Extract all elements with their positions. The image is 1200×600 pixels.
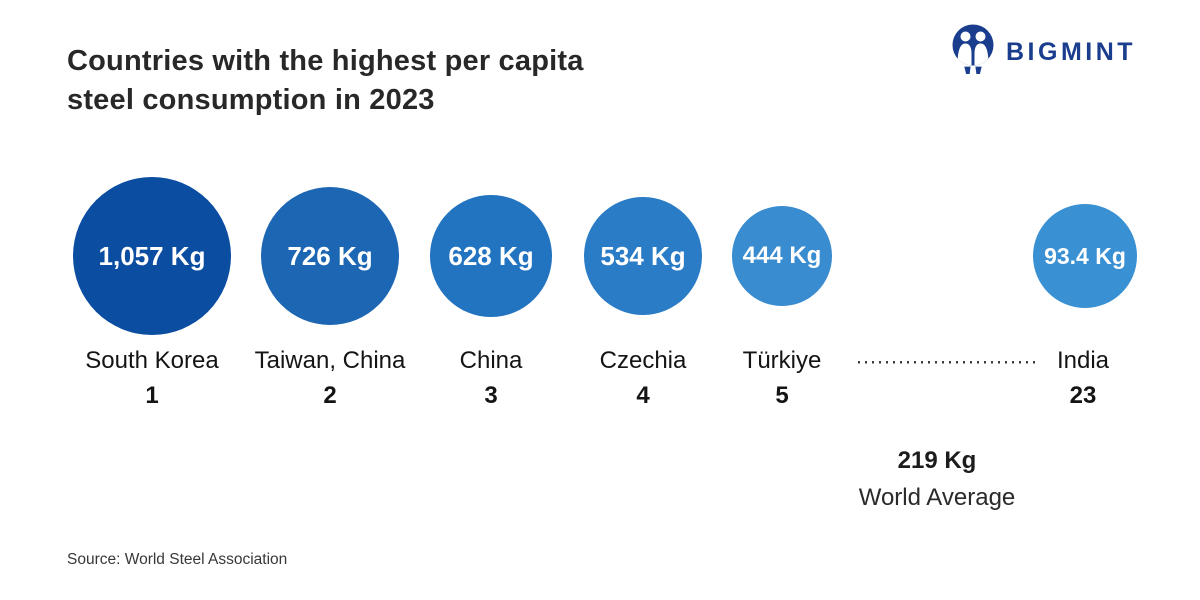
rank-gap-dotted-line: [858, 361, 1036, 364]
brand-name: BIGMINT: [1006, 38, 1137, 66]
bubble-value-south-korea: 1,057 Kg: [98, 240, 206, 271]
page-title-line-2: steel consumption in 2023: [67, 84, 435, 116]
bigmint-logo: BIGMINT: [950, 24, 1136, 79]
bubble-turkiye: 444 Kg: [732, 206, 832, 306]
country-rank: 3: [484, 382, 498, 409]
bubble-value-india: 93.4 Kg: [1044, 242, 1126, 269]
label-block-india: India 23: [983, 347, 1183, 410]
bubble-taiwan-china: 726 Kg: [261, 187, 399, 325]
country-rank: 5: [775, 382, 789, 409]
world-average-caption: World Average: [858, 484, 1016, 511]
page-title: Countries with the highest per capita st…: [67, 42, 584, 120]
bubble-south-korea: 1,057 Kg: [73, 177, 231, 335]
country-name: Türkiye: [742, 347, 822, 374]
country-name: Czechia: [599, 347, 687, 374]
country-rank: 2: [323, 382, 337, 409]
country-rank: 23: [1069, 382, 1097, 409]
country-name: South Korea: [85, 347, 219, 374]
label-block-turkiye: Türkiye 5: [682, 347, 882, 410]
label-block-south-korea: South Korea 1: [52, 347, 252, 410]
country-rank: 1: [145, 382, 159, 409]
label-block-taiwan-china: Taiwan, China 2: [230, 347, 430, 410]
bubble-value-czechia: 534 Kg: [600, 240, 686, 271]
label-block-czechia: Czechia 4: [543, 347, 743, 410]
world-average-block: 219 Kg World Average: [837, 447, 1037, 512]
bubble-value-taiwan-china: 726 Kg: [287, 240, 373, 271]
bubble-value-turkiye: 444 Kg: [742, 242, 822, 269]
country-name: India: [1056, 347, 1110, 374]
bubble-china: 628 Kg: [430, 195, 552, 317]
bubble-czechia: 534 Kg: [584, 197, 702, 315]
world-average-value: 219 Kg: [897, 447, 977, 474]
country-name: Taiwan, China: [254, 347, 406, 374]
source-note: Source: World Steel Association: [67, 551, 288, 568]
bubble-india: 93.4 Kg: [1033, 204, 1137, 308]
page-title-line-1: Countries with the highest per capita: [67, 45, 584, 77]
bubble-value-china: 628 Kg: [448, 240, 534, 271]
bigmint-logo-icon: [950, 24, 996, 79]
country-rank: 4: [636, 382, 650, 409]
label-block-china: China 3: [391, 347, 591, 410]
country-name: China: [459, 347, 523, 374]
